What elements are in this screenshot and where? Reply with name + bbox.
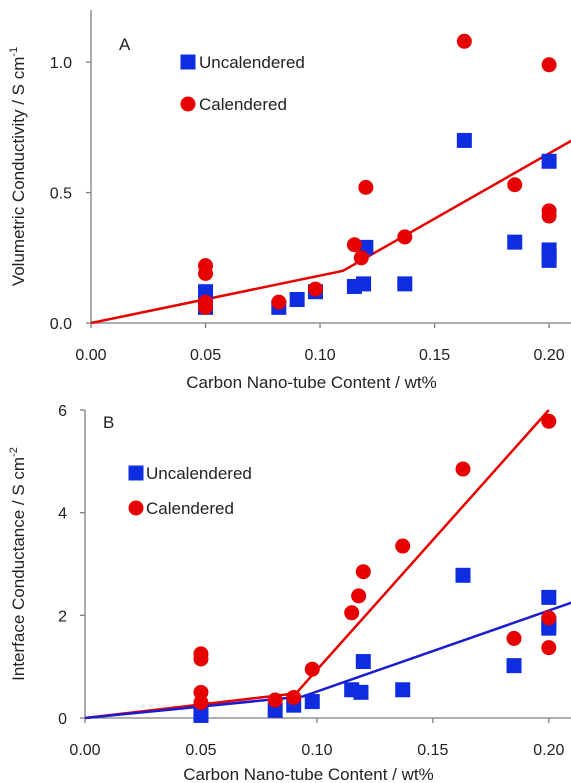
y-axis-title-superscript: -1 xyxy=(8,47,20,57)
y-tick-label: 6 xyxy=(58,403,67,420)
data-point-calendered xyxy=(198,265,214,281)
panel-label: A xyxy=(119,35,131,54)
legend-marker-uncalendered xyxy=(128,465,144,481)
legend-marker-calendered xyxy=(180,96,196,112)
x-tick-label: 0.15 xyxy=(417,742,448,759)
data-point-calendered xyxy=(541,640,557,656)
legend-label-calendered: Calendered xyxy=(199,95,287,114)
legend: Uncalendered Calendered xyxy=(162,41,330,128)
data-point-calendered xyxy=(304,661,320,677)
data-point-calendered xyxy=(456,33,472,49)
data-point-uncalendered xyxy=(267,702,283,718)
x-axis-title: Carbon Nano-tube Content / wt% xyxy=(186,373,436,392)
data-point-calendered xyxy=(541,413,557,429)
y-axis-title-main: Volumetric Conductivity / S cm xyxy=(9,57,28,287)
data-point-uncalendered xyxy=(397,276,413,292)
data-point-calendered xyxy=(353,250,369,266)
x-axis-title: Carbon Nano-tube Content / wt% xyxy=(183,765,433,783)
y-axis-title-superscript: -2 xyxy=(8,447,20,457)
data-point-uncalendered xyxy=(456,132,472,148)
y-tick-label: 2 xyxy=(58,608,67,625)
data-point-calendered xyxy=(307,281,323,297)
y-tick-label: 0.0 xyxy=(50,316,72,333)
panel-label: B xyxy=(103,413,114,432)
data-point-calendered xyxy=(455,461,471,477)
y-tick-label: 0.5 xyxy=(50,186,72,203)
data-point-calendered xyxy=(193,684,209,700)
data-point-calendered xyxy=(271,294,287,310)
data-point-calendered xyxy=(506,630,522,646)
data-point-calendered xyxy=(344,605,360,621)
x-tick-label: 0.20 xyxy=(534,347,565,364)
data-point-calendered xyxy=(541,610,557,626)
data-point-uncalendered xyxy=(541,620,557,636)
data-point-uncalendered xyxy=(355,654,371,670)
data-point-uncalendered xyxy=(507,234,523,250)
x-tick-label: 0.05 xyxy=(185,742,216,759)
fit-line-uncalendered xyxy=(84,601,571,720)
data-point-calendered xyxy=(395,538,411,554)
legend: Uncalendered Calendered xyxy=(116,454,278,538)
legend-label-uncalendered: Uncalendered xyxy=(146,464,252,483)
chart-panel-a: 0.00 0.05 0.10 0.15 0.20 0.0 0.5 1.0 Carbon Nano… xyxy=(8,10,571,392)
data-point-calendered xyxy=(193,695,209,711)
data-point-uncalendered xyxy=(289,292,305,308)
y-tick-label: 1.0 xyxy=(50,55,72,72)
data-point-uncalendered xyxy=(198,284,214,300)
data-point-calendered xyxy=(541,57,557,73)
data-point-uncalendered xyxy=(541,589,557,605)
data-point-calendered xyxy=(358,179,374,195)
y-axis-title: Volumetric Conductivity / S cm-1 xyxy=(8,47,28,286)
legend-label-uncalendered: Uncalendered xyxy=(199,53,305,72)
legend-label-calendered: Calendered xyxy=(146,499,234,518)
data-point-calendered xyxy=(198,299,214,315)
series-uncalendered xyxy=(198,132,557,315)
data-point-calendered xyxy=(507,177,523,193)
x-tick-label: 0.10 xyxy=(304,347,335,364)
legend-box xyxy=(116,454,278,538)
data-point-uncalendered xyxy=(506,658,522,674)
data-point-calendered xyxy=(351,588,367,604)
data-point-calendered xyxy=(355,564,371,580)
y-axis-title-main: Interface Conductance / S cm xyxy=(9,457,28,681)
data-point-calendered xyxy=(397,229,413,245)
data-point-uncalendered xyxy=(395,682,411,698)
legend-marker-uncalendered xyxy=(180,54,196,70)
data-point-uncalendered xyxy=(356,276,372,292)
x-tick-label: 0.00 xyxy=(75,347,106,364)
data-point-calendered xyxy=(286,689,302,705)
data-point-uncalendered xyxy=(541,153,557,169)
data-point-uncalendered xyxy=(455,567,471,583)
y-tick-label: 4 xyxy=(58,506,67,523)
data-point-uncalendered xyxy=(193,707,209,723)
y-tick-label: 0 xyxy=(58,711,67,728)
x-tick-label: 0.20 xyxy=(533,742,564,759)
x-tick-label: 0.15 xyxy=(419,347,450,364)
data-point-calendered xyxy=(346,237,362,253)
x-tick-label: 0.10 xyxy=(301,742,332,759)
fit-line-calendered xyxy=(90,139,571,325)
data-point-uncalendered xyxy=(353,684,369,700)
data-point-calendered xyxy=(267,692,283,708)
data-point-calendered xyxy=(541,208,557,224)
data-point-uncalendered xyxy=(304,694,320,710)
data-point-calendered xyxy=(193,651,209,667)
x-tick-label: 0.00 xyxy=(69,742,100,759)
series-calendered xyxy=(193,413,557,711)
y-axis-title: Interface Conductance / S cm-2 xyxy=(8,447,28,681)
legend-marker-calendered xyxy=(128,500,144,516)
x-tick-label: 0.05 xyxy=(190,347,221,364)
series-calendered xyxy=(198,33,557,315)
data-point-uncalendered xyxy=(541,252,557,268)
chart-panel-b: 0.00 0.05 0.10 0.15 0.20 0 2 4 6 Carbon Nano-tube… xyxy=(8,403,571,783)
